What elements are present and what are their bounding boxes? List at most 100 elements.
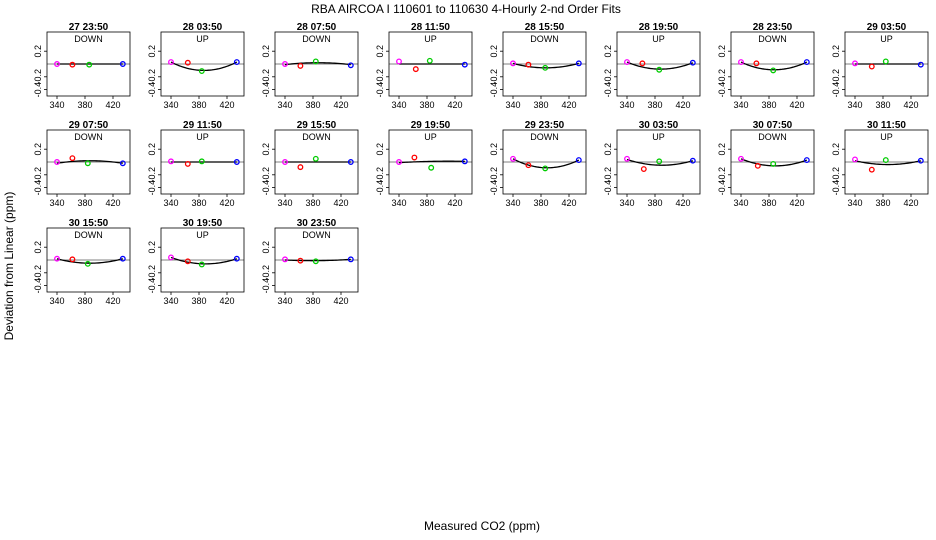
- x-tick-label: 420: [219, 198, 234, 208]
- panel-title: 29 15:50: [297, 120, 337, 131]
- x-tick-label: 420: [561, 100, 576, 110]
- x-tick-label: 420: [333, 296, 348, 306]
- y-tick-label: -0.2: [147, 265, 157, 281]
- y-tick-label: 0.2: [831, 45, 841, 58]
- data-point: [184, 59, 191, 66]
- data-point: [347, 159, 354, 165]
- x-tick-label: 420: [447, 100, 462, 110]
- x-tick-label: 420: [105, 198, 120, 208]
- fit-curve: [398, 160, 465, 164]
- data-point: [882, 58, 889, 65]
- panel-title: 29 23:50: [525, 120, 565, 131]
- data-point: [852, 60, 858, 67]
- x-tick-label: 420: [219, 100, 234, 110]
- x-tick-label: 340: [49, 100, 64, 110]
- x-tick-label: 340: [277, 198, 292, 208]
- x-tick-label: 380: [305, 296, 320, 306]
- data-point: [54, 61, 60, 67]
- data-point: [282, 159, 288, 165]
- y-tick-label: -0.4: [33, 180, 43, 196]
- y-tick-label: 0.2: [147, 45, 157, 58]
- data-point: [84, 260, 91, 267]
- panel-direction-label: UP: [196, 230, 209, 240]
- y-tick-label: -0.2: [603, 69, 613, 85]
- y-tick-label: -0.4: [489, 180, 499, 196]
- y-tick-label: -0.2: [489, 167, 499, 183]
- panel-title: 29 07:50: [69, 120, 109, 131]
- data-point: [396, 58, 402, 65]
- x-tick-label: 420: [789, 100, 804, 110]
- x-tick-label: 380: [647, 198, 662, 208]
- data-point: [312, 155, 319, 162]
- x-tick-label: 340: [49, 198, 64, 208]
- y-tick-label: -0.2: [831, 167, 841, 183]
- y-tick-label: -0.2: [147, 69, 157, 85]
- x-tick-label: 380: [305, 100, 320, 110]
- y-tick-label: -0.2: [261, 69, 271, 85]
- x-tick-label: 340: [277, 296, 292, 306]
- data-point: [69, 155, 76, 162]
- data-point: [738, 59, 744, 66]
- data-point: [282, 61, 288, 67]
- panel-title: 28 03:50: [183, 22, 223, 33]
- x-tick-label: 380: [305, 198, 320, 208]
- y-tick-label: 0.2: [717, 45, 727, 58]
- x-tick-label: 380: [533, 100, 548, 110]
- data-point: [575, 157, 582, 164]
- panel-direction-label: DOWN: [302, 230, 331, 240]
- page-title: RBA AIRCOA I 110601 to 110630 4-Hourly 2…: [311, 2, 621, 16]
- data-point: [119, 61, 126, 67]
- y-tick-label: 0.2: [147, 241, 157, 254]
- data-point: [168, 59, 174, 66]
- y-tick-label: -0.2: [261, 265, 271, 281]
- y-tick-label: -0.4: [831, 82, 841, 98]
- x-tick-label: 420: [561, 198, 576, 208]
- data-point: [624, 155, 630, 162]
- data-point: [119, 255, 126, 262]
- data-point: [738, 155, 744, 162]
- panel-direction-label: DOWN: [302, 34, 331, 44]
- x-tick-label: 340: [505, 198, 520, 208]
- data-point: [461, 61, 468, 68]
- y-tick-label: -0.4: [147, 82, 157, 98]
- data-point: [426, 57, 433, 64]
- panel-direction-label: UP: [880, 132, 893, 142]
- data-point: [69, 61, 76, 68]
- panel-direction-label: UP: [652, 132, 665, 142]
- x-tick-label: 380: [191, 296, 206, 306]
- data-point: [542, 64, 549, 71]
- panel-direction-label: DOWN: [74, 34, 103, 44]
- x-tick-label: 420: [903, 100, 918, 110]
- x-tick-label: 340: [619, 100, 634, 110]
- x-tick-label: 340: [847, 198, 862, 208]
- x-tick-label: 340: [733, 198, 748, 208]
- y-tick-label: -0.4: [147, 278, 157, 294]
- data-point: [54, 255, 60, 262]
- y-tick-label: -0.2: [489, 69, 499, 85]
- data-point: [754, 162, 761, 169]
- data-point: [803, 157, 810, 164]
- data-point: [868, 166, 875, 173]
- y-tick-label: -0.4: [603, 82, 613, 98]
- data-point: [525, 61, 532, 68]
- panel-direction-label: DOWN: [758, 132, 787, 142]
- panel-direction-label: DOWN: [302, 132, 331, 142]
- y-tick-label: 0.2: [375, 143, 385, 156]
- y-tick-label: -0.4: [33, 82, 43, 98]
- data-point: [624, 59, 630, 66]
- y-tick-label: -0.4: [147, 180, 157, 196]
- y-tick-label: 0.2: [603, 45, 613, 58]
- x-tick-label: 380: [77, 296, 92, 306]
- data-point: [882, 157, 889, 164]
- x-tick-label: 340: [163, 100, 178, 110]
- panel-direction-label: DOWN: [530, 132, 559, 142]
- y-axis-label: Deviation from Linear (ppm): [2, 192, 16, 341]
- y-tick-label: 0.2: [261, 241, 271, 254]
- y-tick-label: 0.2: [33, 241, 43, 254]
- data-point: [868, 63, 875, 70]
